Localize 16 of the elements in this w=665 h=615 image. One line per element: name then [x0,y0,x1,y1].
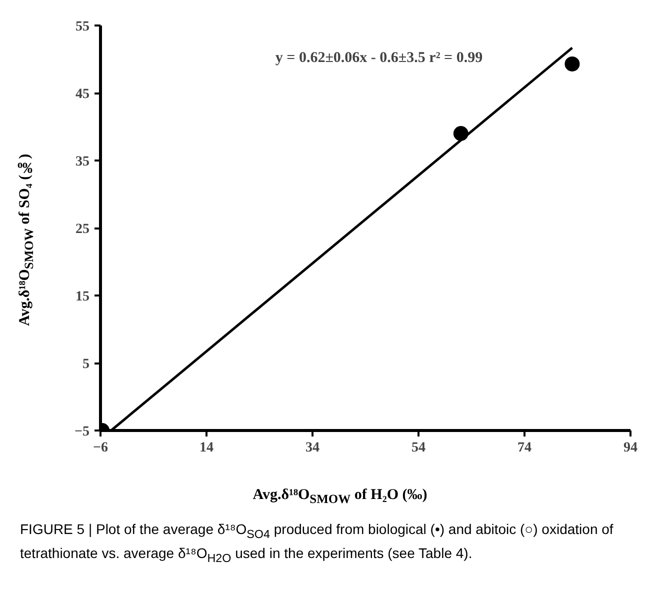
y-tick-label: 5 [82,357,90,372]
x-tick-label: 14 [200,440,214,456]
y-tick-label: 15 [76,290,90,304]
x-tick-label: 74 [518,440,532,456]
y-tick-label: 45 [76,87,90,102]
x-axis-title: Avg.δ¹⁸O$_{SMOW}$ of H₂O (‰) [252,486,428,508]
x-tick-label: −6 [93,440,108,456]
text: FIGURE 5 | Plot of the average δ¹⁸O$_{SO4}$ produced from biological (•) and abitoic (○) oxidation of tetrathionate vs. average δ¹⁸O$_{H2O}$ used in the experiments (see Table 4). [20,520,614,566]
y-tick-label: −5 [74,424,90,440]
x-tick-label: 94 [624,440,638,456]
y-tick-label: 55 [76,20,90,34]
x-tick-label: 54 [412,440,426,456]
y-tick-label: 25 [76,222,90,237]
annotation: y = 0.62±0.06x - 0.6±3.5 r² = 0.99 [275,50,483,66]
x-tick-label: 34 [306,440,320,456]
y-tick-label: 35 [76,154,90,170]
